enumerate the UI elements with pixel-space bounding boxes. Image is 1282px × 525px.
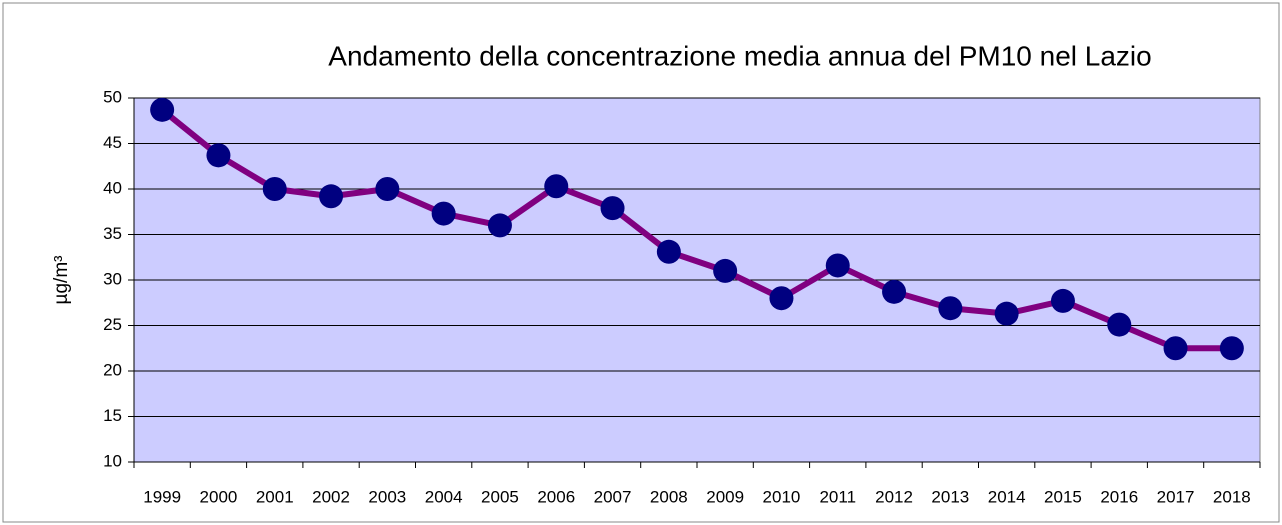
x-tick-label: 2017 <box>1157 487 1195 506</box>
marker <box>206 143 231 168</box>
marker <box>938 296 963 321</box>
marker <box>150 97 175 122</box>
marker <box>769 286 794 311</box>
y-tick-label: 45 <box>103 133 122 152</box>
y-tick-label: 20 <box>103 360 122 379</box>
y-tick-label: 15 <box>103 406 122 425</box>
x-tick-label: 2015 <box>1044 487 1082 506</box>
marker <box>487 213 512 238</box>
x-tick-label: 2011 <box>819 487 856 506</box>
y-tick-label: 50 <box>103 87 122 106</box>
x-tick-label: 2006 <box>537 487 575 506</box>
x-tick-label: 2009 <box>706 487 744 506</box>
marker <box>431 201 456 226</box>
x-tick-label: 2010 <box>763 487 801 506</box>
marker <box>882 279 907 304</box>
marker <box>713 258 738 283</box>
y-tick-label: 10 <box>103 451 122 470</box>
marker <box>825 253 850 278</box>
x-tick-label: 2007 <box>594 487 632 506</box>
marker <box>1050 288 1075 313</box>
marker <box>994 301 1019 326</box>
x-tick-label: 2008 <box>650 487 688 506</box>
y-axis-label: µg/m³ <box>51 256 72 305</box>
x-tick-label: 2001 <box>256 487 294 506</box>
y-tick-label: 35 <box>103 224 122 243</box>
x-tick-label: 2000 <box>200 487 238 506</box>
marker <box>1219 336 1244 361</box>
x-tick-label: 2016 <box>1100 487 1138 506</box>
x-tick-label: 2014 <box>988 487 1026 506</box>
x-tick-label: 2002 <box>312 487 350 506</box>
y-tick-label: 40 <box>103 178 122 197</box>
chart-title: Andamento della concentrazione media ann… <box>328 40 1151 71</box>
x-tick-label: 2012 <box>875 487 913 506</box>
marker <box>1107 312 1132 337</box>
marker <box>656 239 681 264</box>
marker <box>1163 336 1188 361</box>
x-tick-label: 2005 <box>481 487 519 506</box>
marker <box>375 177 400 201</box>
x-tick-label: 1999 <box>143 487 181 506</box>
x-tick-label: 2003 <box>368 487 406 506</box>
marker <box>319 184 344 209</box>
y-tick-label: 25 <box>103 315 122 334</box>
marker <box>600 196 625 221</box>
x-tick-label: 2018 <box>1213 487 1251 506</box>
marker <box>544 174 569 199</box>
y-tick-label: 30 <box>103 269 122 288</box>
x-tick-label: 2004 <box>425 487 463 506</box>
x-tick-label: 2013 <box>931 487 969 506</box>
marker <box>262 177 287 201</box>
